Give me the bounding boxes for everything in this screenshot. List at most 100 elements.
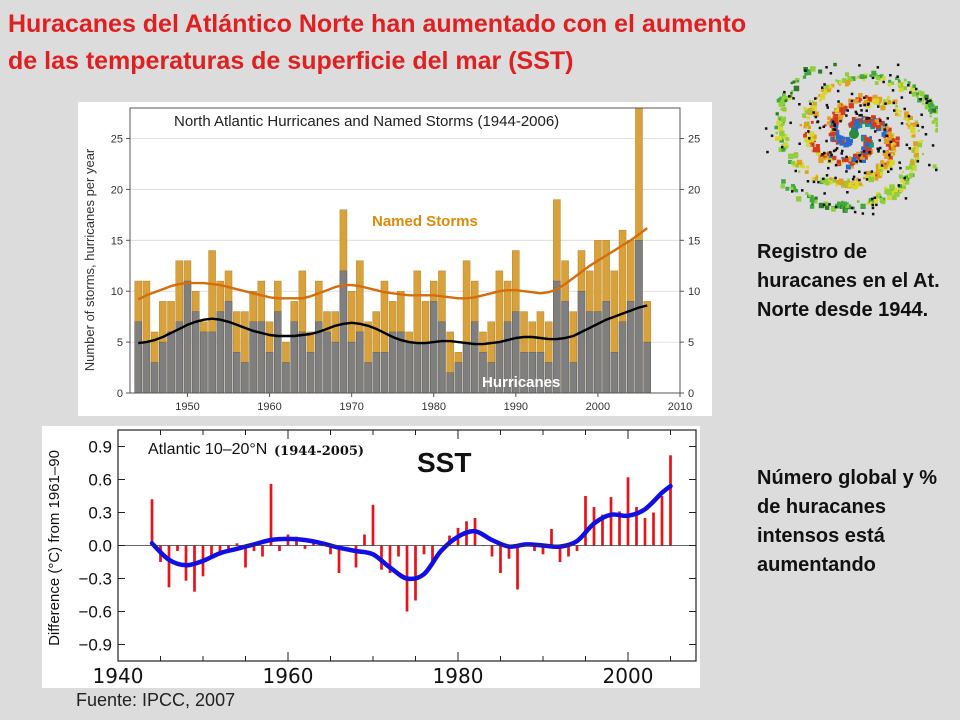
sst-anomaly-bar xyxy=(388,545,392,573)
hurricanes-bar xyxy=(561,301,569,394)
hurricanes-x-tick-label: 1950 xyxy=(175,401,199,413)
hurricanes-y-tick-label-right: 10 xyxy=(688,286,700,298)
sst-anomaly-bar xyxy=(422,545,426,555)
hurricanes-bar xyxy=(331,341,339,394)
hurricanes-bar xyxy=(405,341,413,394)
sst-y-tick-label: 0.0 xyxy=(88,537,112,556)
hurricanes-bar xyxy=(224,301,233,394)
hurricanes-bar xyxy=(577,291,586,394)
hurricanes-bar xyxy=(290,321,298,394)
sst-anomaly-bar xyxy=(414,545,417,601)
hurricanes-bar xyxy=(200,331,208,394)
sst-anomaly-bar xyxy=(303,545,307,549)
sst-anomaly-bar xyxy=(558,545,562,562)
sst-anomaly-bar xyxy=(252,545,256,551)
hurricanes-bar xyxy=(618,321,627,394)
sst-anomaly-bar xyxy=(278,545,281,551)
hurricanes-bar xyxy=(134,321,142,394)
sst-smoothed-curve xyxy=(149,483,673,582)
sst-y-tick-label: −0.6 xyxy=(78,603,112,622)
sst-anomaly-bar xyxy=(567,545,570,557)
sst-anomaly-bar xyxy=(244,545,247,568)
sst-anomaly-bar xyxy=(397,545,400,557)
hurricanes-bar xyxy=(364,362,372,394)
hurricanes-bar xyxy=(298,331,307,394)
sst-chart: 0.9 0.6 0.3 0.0 −0.3 −0.6 −0.9 1940 1960 1980 2000… xyxy=(46,429,697,688)
sst-anomaly-bar xyxy=(669,455,672,546)
sst-y-axis-label: Difference (°C) from 1961–90 xyxy=(46,450,63,646)
title-line-2: de las temperaturas de superficie del ma… xyxy=(8,47,574,75)
sst-anomaly-bar xyxy=(490,545,494,557)
hurricanes-bar xyxy=(471,321,479,394)
sst-anomaly-bar xyxy=(550,529,553,546)
sst-chart-subtitle: (1944-2005) xyxy=(274,444,364,459)
hurricanes-x-tick-label: 2010 xyxy=(668,401,692,413)
sst-anomaly-bar xyxy=(516,545,519,590)
hurricanes-chart-panel: 0 0 5 5 10 10 15 15 20 20 25 25 1950 1960 1970 1980 1990… xyxy=(78,102,712,416)
sst-anomaly-bar xyxy=(167,545,171,588)
sst-anomaly-bar xyxy=(643,518,647,546)
hurricanes-bar xyxy=(208,331,216,394)
sst-anomaly-bar xyxy=(652,512,655,546)
hurricanes-bar xyxy=(602,301,610,394)
hurricanes-bar xyxy=(282,362,290,394)
sst-anomaly-bar xyxy=(371,504,375,546)
sst-anomaly-bar xyxy=(176,545,179,551)
sst-chart-title: Atlantic 10–20°N xyxy=(148,441,267,458)
hurricanes-bar xyxy=(462,341,471,394)
hurricanes-bar xyxy=(216,311,225,394)
hurricanes-y-tick-label: 10 xyxy=(111,286,123,298)
hurricanes-bar xyxy=(380,352,389,394)
hurricanes-bar xyxy=(430,301,438,394)
hurricanes-chart-title: North Atlantic Hurricanes and Named Stor… xyxy=(174,113,559,130)
hurricanes-bar xyxy=(635,240,643,394)
sst-anomaly-bar xyxy=(541,545,545,555)
hurricanes-bar xyxy=(372,352,380,394)
sst-anomaly-bar xyxy=(150,499,154,546)
intense-hurricanes-note: Número global y % de huracanes intensos … xyxy=(757,467,938,576)
sst-x-tick-label: 1980 xyxy=(433,664,484,688)
sst-anomaly-bar xyxy=(363,534,366,546)
sst-chart-panel: 0.9 0.6 0.3 0.0 −0.3 −0.6 −0.9 1940 1960 1980 2000… xyxy=(42,426,700,688)
hurricanes-bar xyxy=(438,321,446,394)
sst-y-tick-label: −0.9 xyxy=(78,636,112,655)
hurricanes-x-tick-label: 1970 xyxy=(339,401,363,413)
hurricanes-bar xyxy=(167,331,175,394)
hurricanes-y-tick-label: 15 xyxy=(111,235,123,247)
hurricanes-bar xyxy=(643,341,651,394)
hurricanes-y-tick-label: 25 xyxy=(111,134,123,146)
named-storms-trend-line xyxy=(137,227,648,301)
hurricanes-x-tick-label: 1960 xyxy=(257,401,281,413)
hurricanes-y-tick-label-right: 20 xyxy=(688,184,700,196)
hurricanes-bar xyxy=(585,311,594,394)
hurricanes-trend-line xyxy=(138,304,648,346)
title-line-1: Huracanes del Atlántico Norte han aument… xyxy=(8,10,747,38)
sst-anomaly-bar xyxy=(575,545,579,551)
hurricanes-bar xyxy=(388,331,397,394)
sst-anomaly-bar xyxy=(499,545,502,573)
sst-anomaly-bar xyxy=(269,483,273,546)
sst-y-tick-label: 0.9 xyxy=(88,438,112,457)
hurricanes-bar xyxy=(265,352,274,394)
hurricanes-y-tick-label-right: 0 xyxy=(688,388,694,400)
hurricanes-bar xyxy=(175,321,183,394)
hurricane-radar-image xyxy=(764,62,938,216)
hurricanes-bar xyxy=(306,352,315,394)
hurricanes-bar xyxy=(232,352,241,394)
sst-anomaly-bar xyxy=(601,514,604,546)
hurricanes-bar xyxy=(569,362,578,394)
sst-anomaly-bar xyxy=(507,545,511,559)
sst-x-tick-label: 1940 xyxy=(93,664,144,688)
sst-anomaly-bar xyxy=(660,496,664,546)
hurricanes-y-tick-label: 20 xyxy=(111,184,123,196)
hurricanes-bar xyxy=(274,311,282,394)
hurricanes-x-tick-label: 1990 xyxy=(504,401,528,413)
hurricanes-bar xyxy=(356,331,364,394)
source-note: Fuente: IPCC, 2007 xyxy=(76,690,236,710)
sst-x-tick-label: 2000 xyxy=(603,664,654,688)
sst-anomaly-bar xyxy=(227,545,230,551)
hurricanes-chart: 0 0 5 5 10 10 15 15 20 20 25 25 1950 1960 1970 1980 1990… xyxy=(82,107,700,413)
hurricanes-x-tick-label: 2000 xyxy=(586,401,610,413)
sst-anomaly-bar xyxy=(626,477,630,546)
hurricanes-bar xyxy=(323,331,331,394)
